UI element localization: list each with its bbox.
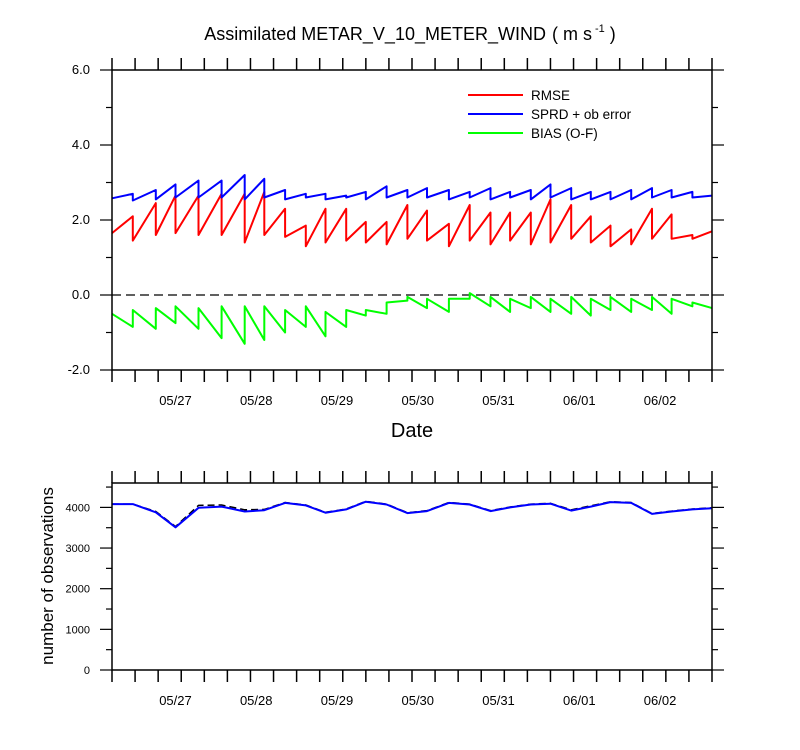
x-date-label: 06/01 xyxy=(563,393,596,408)
bottom-ticks-group: 0 1000 2000 3000 4000 05/27 05/28 05/29 05/30 05/… xyxy=(66,471,724,708)
top-title: Assimilated METAR_V_10_METER_WIND ( m s -1… xyxy=(204,23,616,45)
series-line-sprd-ob-error xyxy=(111,174,713,202)
top-title-units: ( m s xyxy=(552,24,592,44)
top-series-group xyxy=(111,174,713,345)
x-date-label: 06/02 xyxy=(644,693,677,708)
x-date-label: 05/30 xyxy=(401,693,434,708)
x-date-label: 05/27 xyxy=(159,393,192,408)
series-line-observations-possible xyxy=(112,500,713,528)
legend-label: SPRD + ob error xyxy=(531,107,632,122)
y-tick-label: 6.0 xyxy=(72,62,90,77)
x-date-label: 05/29 xyxy=(321,693,354,708)
x-date-label: 05/27 xyxy=(159,693,192,708)
x-date-label: 05/29 xyxy=(321,393,354,408)
top-panel: Assimilated METAR_V_10_METER_WIND ( m s -1… xyxy=(68,23,724,442)
y-tick-label: -2.0 xyxy=(68,362,90,377)
bottom-series-group xyxy=(112,500,713,529)
top-plot-frame xyxy=(111,69,713,371)
top-title-units-sup: -1 xyxy=(595,23,605,35)
series-line-rmse xyxy=(111,190,713,248)
y-tick-label: 4.0 xyxy=(72,137,90,152)
x-date-label: 06/01 xyxy=(563,693,596,708)
top-x-axis-label: Date xyxy=(391,420,433,442)
x-date-label: 05/30 xyxy=(401,393,434,408)
top-title-units-close: ) xyxy=(605,24,616,44)
y-tick-label: 0.0 xyxy=(72,287,90,302)
legend-label: BIAS (O-F) xyxy=(531,126,598,141)
y-tick-label: 0 xyxy=(84,665,90,677)
series-line-bias-o-f xyxy=(111,292,713,345)
x-date-label: 05/28 xyxy=(240,393,273,408)
legend-label: RMSE xyxy=(531,88,570,103)
x-date-label: 06/02 xyxy=(644,393,677,408)
series-line-observations-assimilated xyxy=(112,500,713,529)
bottom-panel: 0 1000 2000 3000 4000 05/27 05/28 05/29 05/30 05/… xyxy=(38,471,724,708)
x-date-label: 05/28 xyxy=(240,693,273,708)
y-tick-label: 1000 xyxy=(66,624,90,636)
top-ticks-group: -2.0 0.0 2.0 4.0 6.0 05/27 05/28 05/29 05/30 05/3… xyxy=(68,58,724,408)
x-date-label: 05/31 xyxy=(482,693,515,708)
top-legend: RMSE SPRD + ob error BIAS (O-F) xyxy=(468,88,632,141)
y-tick-label: 4000 xyxy=(66,502,90,514)
bottom-y-axis-label: number of observations xyxy=(38,487,57,665)
y-tick-label: 2000 xyxy=(66,584,90,596)
top-title-main: Assimilated METAR_V_10_METER_WIND xyxy=(204,24,546,45)
bottom-plot-frame xyxy=(111,482,713,671)
y-tick-label: 3000 xyxy=(66,543,90,555)
x-date-label: 05/31 xyxy=(482,393,515,408)
y-tick-label: 2.0 xyxy=(72,212,90,227)
